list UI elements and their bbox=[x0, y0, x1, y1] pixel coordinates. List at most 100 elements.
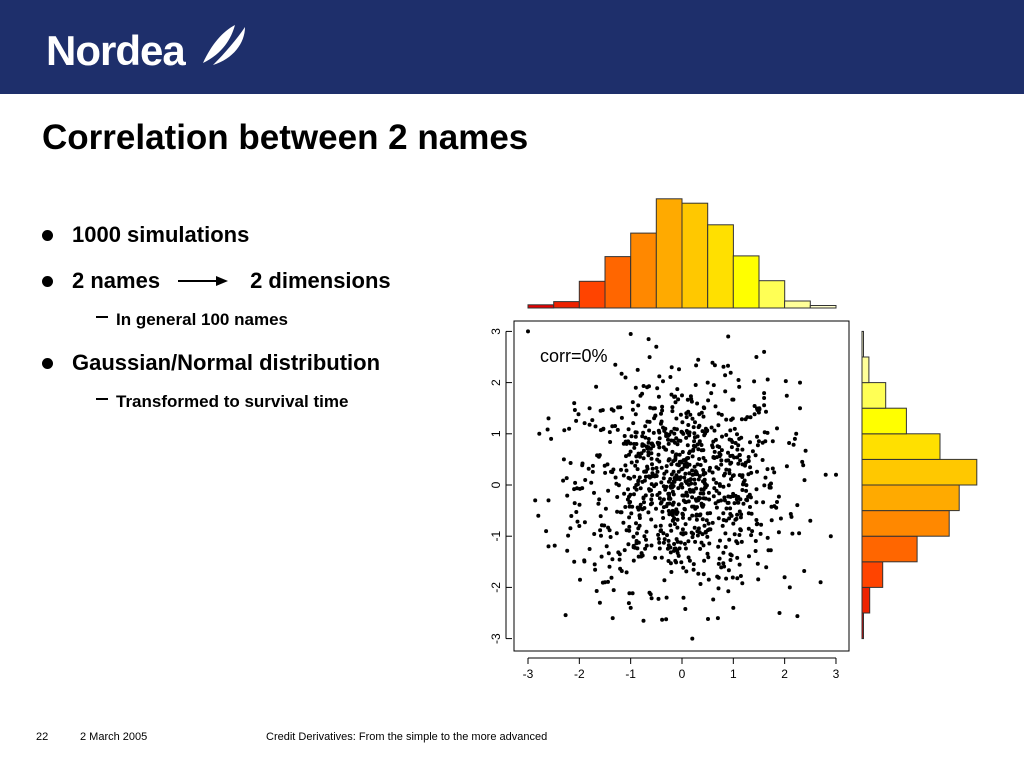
y-histogram-bar bbox=[861, 612, 864, 640]
scatter-point bbox=[646, 450, 651, 455]
scatter-point bbox=[740, 462, 745, 467]
scatter-point bbox=[654, 506, 658, 511]
scatter-point bbox=[677, 452, 682, 457]
scatter-point bbox=[660, 617, 665, 622]
scatter-point bbox=[696, 477, 701, 482]
scatter-point bbox=[723, 373, 728, 378]
scatter-point bbox=[633, 430, 638, 435]
scatter-point bbox=[637, 516, 642, 520]
scatter-point bbox=[728, 454, 733, 458]
scatter-point bbox=[693, 420, 697, 425]
scatter-point bbox=[711, 494, 716, 499]
scatter-point bbox=[650, 493, 655, 498]
scatter-point bbox=[735, 447, 740, 452]
scatter-point bbox=[691, 443, 696, 448]
scatter-point bbox=[683, 471, 688, 476]
scatter-point bbox=[641, 430, 646, 435]
scatter-point bbox=[632, 445, 637, 450]
scatter-point bbox=[582, 558, 587, 563]
scatter-point bbox=[705, 380, 710, 385]
scatter-point bbox=[657, 436, 662, 441]
scatter-point bbox=[756, 439, 761, 444]
scatter-point bbox=[717, 445, 722, 449]
scatter-point bbox=[721, 550, 726, 555]
scatter-point bbox=[802, 569, 807, 573]
scatter-point bbox=[632, 474, 637, 479]
scatter-point bbox=[608, 440, 613, 444]
scatter-point bbox=[748, 465, 753, 470]
scatter-point bbox=[691, 562, 696, 567]
scatter-point bbox=[693, 497, 698, 502]
scatter-point bbox=[789, 514, 794, 519]
scatter-point bbox=[732, 501, 737, 506]
scatter-point bbox=[657, 445, 662, 450]
scatter-point bbox=[603, 470, 608, 475]
scatter-point bbox=[677, 477, 682, 482]
scatter-point bbox=[632, 442, 637, 446]
scatter-point bbox=[710, 360, 715, 365]
scatter-point bbox=[575, 519, 580, 524]
scatter-point bbox=[624, 468, 629, 473]
scatter-point bbox=[720, 523, 725, 528]
scatter-point bbox=[611, 408, 616, 413]
scatter-point bbox=[693, 481, 697, 486]
scatter-point bbox=[684, 415, 689, 420]
x-tick-label: 3 bbox=[833, 667, 840, 681]
scatter-point bbox=[636, 451, 641, 456]
scatter-point bbox=[721, 511, 726, 516]
scatter-point bbox=[717, 491, 722, 496]
scatter-point bbox=[621, 520, 626, 525]
scatter-point bbox=[698, 546, 703, 551]
scatter-point bbox=[695, 533, 700, 538]
scatter-point bbox=[754, 355, 759, 359]
scatter-point bbox=[696, 495, 701, 500]
scatter-point bbox=[711, 477, 716, 482]
scatter-point bbox=[667, 512, 672, 517]
scatter-point bbox=[629, 434, 634, 439]
scatter-point bbox=[666, 509, 671, 513]
scatter-point bbox=[702, 558, 707, 563]
scatter-point bbox=[656, 536, 661, 541]
scatter-point bbox=[790, 531, 795, 536]
scatter-point bbox=[735, 455, 740, 460]
scatter-point bbox=[634, 521, 638, 526]
y-histogram-bar bbox=[861, 586, 871, 614]
scatter-point bbox=[694, 363, 699, 368]
scatter-point bbox=[727, 437, 732, 442]
scatter-point bbox=[615, 427, 620, 432]
scatter-point bbox=[741, 501, 746, 506]
scatter-point bbox=[752, 412, 757, 417]
scatter-point bbox=[635, 546, 640, 551]
scatter-point bbox=[619, 371, 624, 376]
scatter-point bbox=[609, 575, 614, 580]
scatter-point bbox=[686, 555, 691, 560]
scatter-point bbox=[818, 580, 823, 585]
scatter-point bbox=[683, 607, 688, 611]
scatter-point bbox=[691, 425, 696, 430]
scatter-point bbox=[668, 561, 673, 566]
scatter-point bbox=[775, 426, 779, 431]
scatter-point bbox=[716, 586, 721, 591]
scatter-point bbox=[546, 544, 551, 549]
scatter-point bbox=[724, 417, 729, 422]
x-histogram-bar bbox=[553, 301, 580, 309]
scatter-point bbox=[613, 475, 618, 480]
scatter-point bbox=[730, 440, 735, 444]
scatter-point bbox=[692, 464, 697, 469]
scatter-point bbox=[697, 457, 702, 461]
scatter-point bbox=[694, 517, 699, 522]
scatter-point bbox=[667, 432, 672, 437]
scatter-point bbox=[733, 441, 738, 445]
scatter-point bbox=[800, 459, 805, 464]
y-histogram-bar bbox=[861, 382, 887, 409]
scatter-point bbox=[679, 429, 684, 434]
dash-icon bbox=[96, 398, 108, 400]
scatter-point bbox=[724, 467, 729, 472]
scatter-point bbox=[697, 440, 702, 445]
scatter-point bbox=[626, 601, 631, 606]
scatter-point bbox=[610, 424, 615, 429]
scatter-point bbox=[656, 596, 661, 601]
scatter-point bbox=[719, 565, 724, 570]
scatter-point bbox=[755, 561, 760, 566]
